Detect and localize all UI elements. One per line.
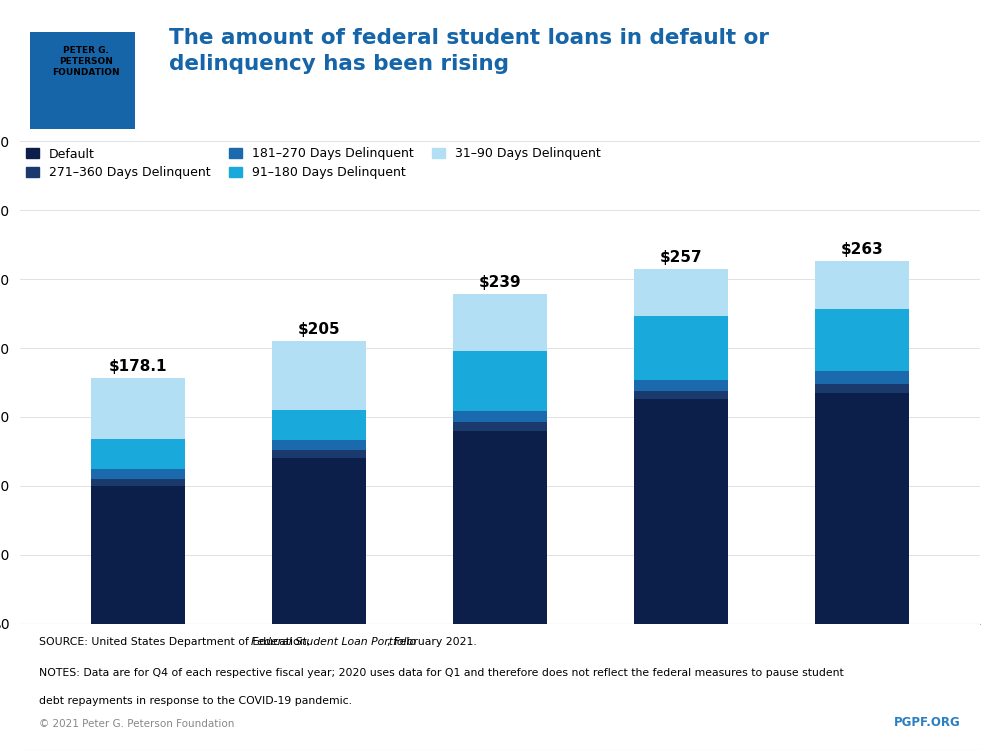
Text: debt repayments in response to the COVID-19 pandemic.: debt repayments in response to the COVID… bbox=[39, 696, 352, 706]
Bar bbox=[91, 439, 185, 470]
Bar bbox=[91, 479, 185, 486]
Bar bbox=[815, 310, 909, 371]
Text: SOURCE: United States Department of Education,: SOURCE: United States Department of Educ… bbox=[39, 637, 314, 647]
Bar bbox=[634, 380, 728, 391]
Bar bbox=[815, 261, 909, 310]
FancyBboxPatch shape bbox=[30, 32, 135, 129]
Text: $205: $205 bbox=[298, 322, 340, 337]
Bar bbox=[453, 422, 547, 430]
Bar bbox=[91, 470, 185, 479]
Bar bbox=[272, 410, 366, 440]
Bar bbox=[91, 486, 185, 624]
Bar bbox=[634, 391, 728, 399]
Bar bbox=[453, 351, 547, 412]
Bar bbox=[634, 399, 728, 624]
Bar bbox=[815, 384, 909, 394]
Bar bbox=[634, 269, 728, 316]
Bar bbox=[453, 294, 547, 351]
Text: © 2021 Peter G. Peterson Foundation: © 2021 Peter G. Peterson Foundation bbox=[39, 719, 235, 730]
Text: NOTES: Data are for Q4 of each respective fiscal year; 2020 uses data for Q1 and: NOTES: Data are for Q4 of each respectiv… bbox=[39, 668, 844, 678]
Text: $178.1: $178.1 bbox=[108, 359, 167, 374]
Text: $257: $257 bbox=[660, 251, 702, 266]
Text: PGPF.ORG: PGPF.ORG bbox=[894, 716, 961, 730]
Bar bbox=[272, 341, 366, 410]
Bar bbox=[272, 440, 366, 450]
Bar bbox=[815, 371, 909, 384]
Bar bbox=[815, 394, 909, 624]
Bar bbox=[453, 430, 547, 624]
Bar bbox=[634, 316, 728, 380]
Bar bbox=[272, 450, 366, 458]
Bar bbox=[453, 412, 547, 422]
Bar bbox=[91, 378, 185, 439]
Text: $239: $239 bbox=[479, 275, 521, 290]
Legend: Default, 271–360 Days Delinquent, 181–270 Days Delinquent, 91–180 Days Delinquen: Default, 271–360 Days Delinquent, 181–27… bbox=[26, 148, 600, 179]
Text: Federal Student Loans by Default or Delinquency Status (Billions of Dollars): Federal Student Loans by Default or Deli… bbox=[44, 147, 642, 161]
Text: $263: $263 bbox=[841, 242, 884, 257]
Text: The amount of federal student loans in default or
delinquency has been rising: The amount of federal student loans in d… bbox=[169, 28, 769, 74]
Text: Federal Student Loan Portfolio: Federal Student Loan Portfolio bbox=[251, 637, 416, 647]
Bar bbox=[272, 458, 366, 624]
Text: , February 2021.: , February 2021. bbox=[387, 637, 476, 647]
Text: PETER G.
PETERSON
FOUNDATION: PETER G. PETERSON FOUNDATION bbox=[52, 46, 120, 77]
